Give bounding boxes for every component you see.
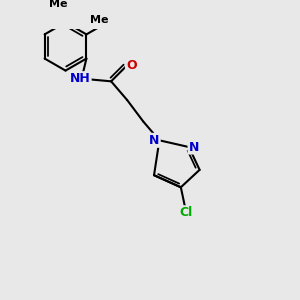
Text: Me: Me [90,15,108,25]
Text: Me: Me [49,0,67,9]
Text: Cl: Cl [180,206,193,219]
Text: N: N [149,134,160,147]
Text: NH: NH [70,72,91,85]
Text: O: O [126,59,136,72]
Text: N: N [188,140,199,154]
